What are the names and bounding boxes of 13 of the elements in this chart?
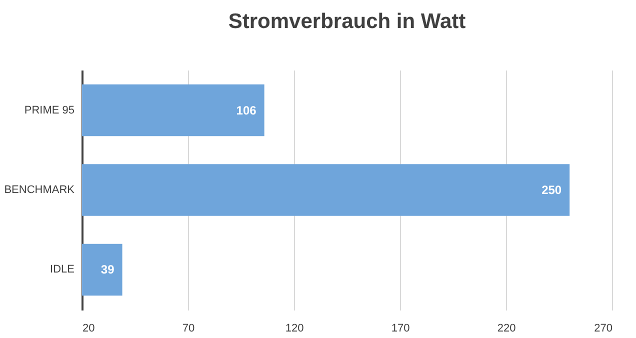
y-tick-label: BENCHMARK — [4, 184, 76, 196]
x-tick-label: 270 — [594, 322, 612, 334]
y-tick-label: IDLE — [50, 264, 74, 276]
chart-title: Stromverbrauch in Watt — [228, 10, 466, 33]
data-label: 106 — [236, 103, 257, 118]
x-tick-label: 120 — [285, 322, 304, 334]
x-tick-label: 220 — [497, 322, 516, 334]
y-tick-label: PRIME 95 — [24, 104, 74, 116]
x-tick-label: 70 — [182, 322, 195, 334]
data-label: 250 — [542, 183, 562, 197]
data-label: 39 — [100, 262, 115, 277]
x-tick-label: 20 — [82, 322, 95, 334]
x-tick-label: 170 — [391, 322, 410, 334]
